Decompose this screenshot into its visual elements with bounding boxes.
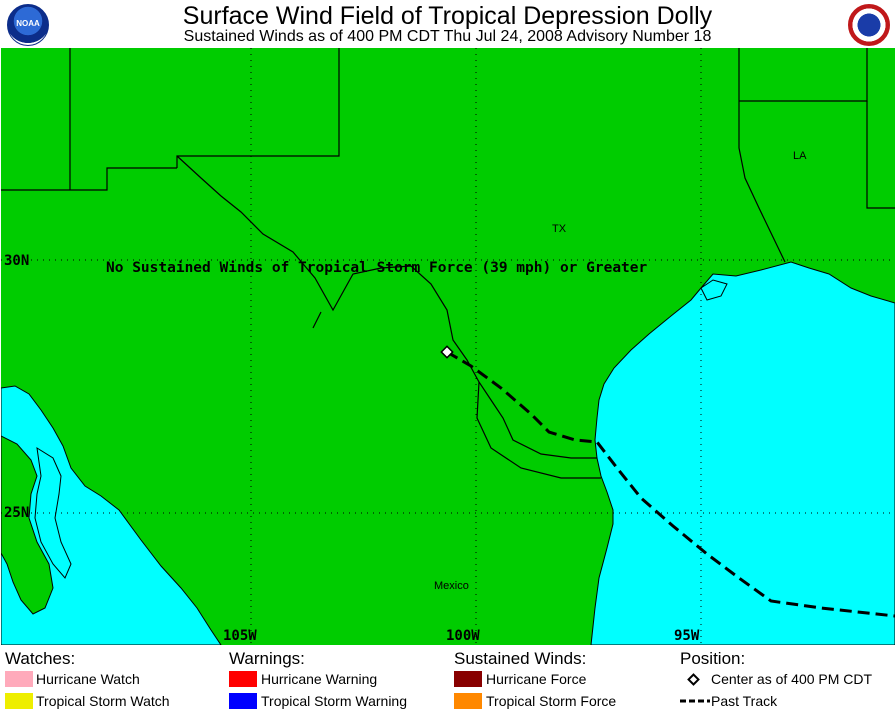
lon-label-95w: 95W	[674, 628, 700, 644]
hurricane-warning-swatch	[229, 671, 257, 687]
region-label-mexico: Mexico	[434, 580, 469, 592]
tropical-storm-warning-label: Tropical Storm Warning	[261, 693, 408, 709]
hurricane-warning-label: Hurricane Warning	[261, 671, 378, 687]
hurricane-force-label: Hurricane Force	[486, 671, 587, 687]
tropical-storm-force-label: Tropical Storm Force	[486, 693, 617, 709]
tropical-storm-force-swatch	[454, 693, 482, 709]
border-tx-nm	[176, 48, 340, 168]
pacific-ocean	[1, 385, 222, 645]
past-track-label: Past Track	[711, 693, 778, 709]
hurricane-force-swatch	[454, 671, 482, 687]
map-title: Surface Wind Field of Tropical Depressio…	[182, 2, 713, 30]
past-track-line	[446, 350, 895, 618]
region-label-tx: TX	[552, 223, 567, 235]
hurricane-watch-label: Hurricane Watch	[36, 671, 140, 687]
galveston-bay	[700, 279, 728, 301]
tropical-storm-watch-swatch	[5, 693, 33, 709]
tropical-storm-warning-swatch	[229, 693, 257, 709]
legend-winds-heading: Sustained Winds:	[454, 649, 587, 668]
center-position-label: Center as of 400 PM CDT	[711, 671, 873, 687]
wind-field-map: 30N 25N 105W 100W 95W LA TX Mexico No Su…	[1, 48, 895, 645]
legend: Watches: Hurricane Watch Tropical Storm …	[0, 645, 895, 716]
lat-label-30n: 30N	[4, 253, 29, 269]
hurricane-watch-swatch	[5, 671, 33, 687]
past-track-dash-icon	[680, 699, 710, 703]
storm-center-icon	[440, 345, 454, 359]
region-label-la: LA	[793, 150, 807, 162]
no-tropical-storm-winds-message: No Sustained Winds of Tropical Storm For…	[106, 260, 648, 276]
mexico-state-lines	[476, 381, 601, 479]
center-diamond-icon	[687, 673, 700, 686]
border-nm-mx-1	[1, 167, 177, 191]
border-tx-la	[738, 48, 786, 263]
lat-label-25n: 25N	[4, 505, 29, 521]
header: NOAA Surface Wind Field of Tropical Depr…	[0, 0, 895, 48]
map-subtitle: Sustained Winds as of 400 PM CDT Thu Jul…	[183, 28, 712, 45]
gulf-of-california	[34, 447, 72, 579]
tropical-storm-watch-label: Tropical Storm Watch	[36, 693, 170, 709]
border-la-east	[866, 101, 895, 209]
legend-warnings-heading: Warnings:	[229, 649, 305, 668]
gulf-of-mexico	[590, 261, 895, 645]
lon-label-100w: 100W	[446, 628, 480, 644]
nws-logo-icon	[848, 4, 890, 46]
legend-position-heading: Position:	[680, 649, 746, 668]
noaa-logo-icon: NOAA	[7, 4, 49, 46]
legend-watches-heading: Watches:	[5, 649, 76, 668]
rio-grande	[176, 155, 597, 459]
lon-label-105w: 105W	[223, 628, 257, 644]
mexico-state-line-2	[312, 311, 322, 329]
baja-peninsula	[1, 435, 54, 615]
